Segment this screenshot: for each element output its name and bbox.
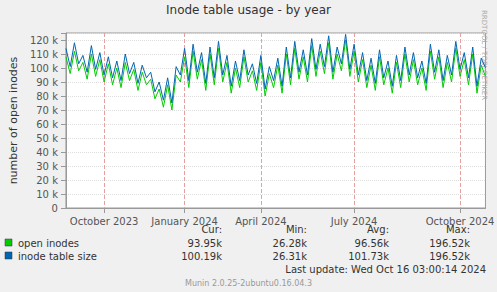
svg-text:0: 0 — [52, 203, 58, 214]
svg-text:inode table size: inode table size — [18, 251, 97, 262]
svg-text:number of open inodes: number of open inodes — [7, 56, 20, 184]
svg-text:Avg:: Avg: — [367, 223, 389, 235]
svg-text:100.19k: 100.19k — [181, 251, 222, 262]
svg-text:26.31k: 26.31k — [273, 251, 308, 262]
svg-text:January 2024: January 2024 — [150, 216, 218, 227]
svg-text:October 2023: October 2023 — [70, 216, 139, 227]
svg-text:40 k: 40 k — [36, 147, 58, 158]
svg-text:60 k: 60 k — [36, 119, 58, 130]
svg-text:70 k: 70 k — [36, 105, 58, 116]
svg-text:101.73k: 101.73k — [348, 251, 389, 262]
svg-text:Max:: Max: — [446, 223, 470, 235]
svg-text:26.28k: 26.28k — [273, 238, 308, 249]
svg-text:196.52k: 196.52k — [429, 238, 470, 249]
svg-text:Last update: Wed Oct 16 03:00:: Last update: Wed Oct 16 03:00:14 2024 — [285, 264, 486, 275]
svg-text:Inode table usage - by year: Inode table usage - by year — [166, 3, 331, 17]
svg-text:Cur:: Cur: — [201, 223, 222, 235]
svg-text:October 2024: October 2024 — [426, 216, 495, 227]
svg-text:April 2024: April 2024 — [235, 216, 286, 227]
svg-text:50 k: 50 k — [36, 133, 58, 144]
svg-text:80 k: 80 k — [36, 91, 58, 102]
svg-text:120 k: 120 k — [30, 35, 58, 46]
svg-text:96.56k: 96.56k — [355, 238, 390, 249]
svg-text:Min:: Min: — [286, 224, 307, 235]
svg-text:110 k: 110 k — [30, 49, 58, 60]
svg-text:196.52k: 196.52k — [429, 251, 470, 262]
svg-text:20 k: 20 k — [36, 175, 58, 186]
svg-text:90 k: 90 k — [36, 77, 58, 88]
svg-text:30 k: 30 k — [36, 161, 58, 172]
svg-text:10 k: 10 k — [36, 189, 58, 200]
svg-text:100 k: 100 k — [30, 63, 58, 74]
svg-text:July 2024: July 2024 — [330, 216, 378, 227]
svg-text:open inodes: open inodes — [18, 238, 79, 249]
svg-text:Munin 2.0.25-2ubuntu0.16.04.3: Munin 2.0.25-2ubuntu0.16.04.3 — [185, 279, 312, 288]
svg-text:RRDTOOL / TOBI OETIKER: RRDTOOL / TOBI OETIKER — [480, 10, 488, 100]
svg-text:93.95k: 93.95k — [188, 238, 223, 249]
